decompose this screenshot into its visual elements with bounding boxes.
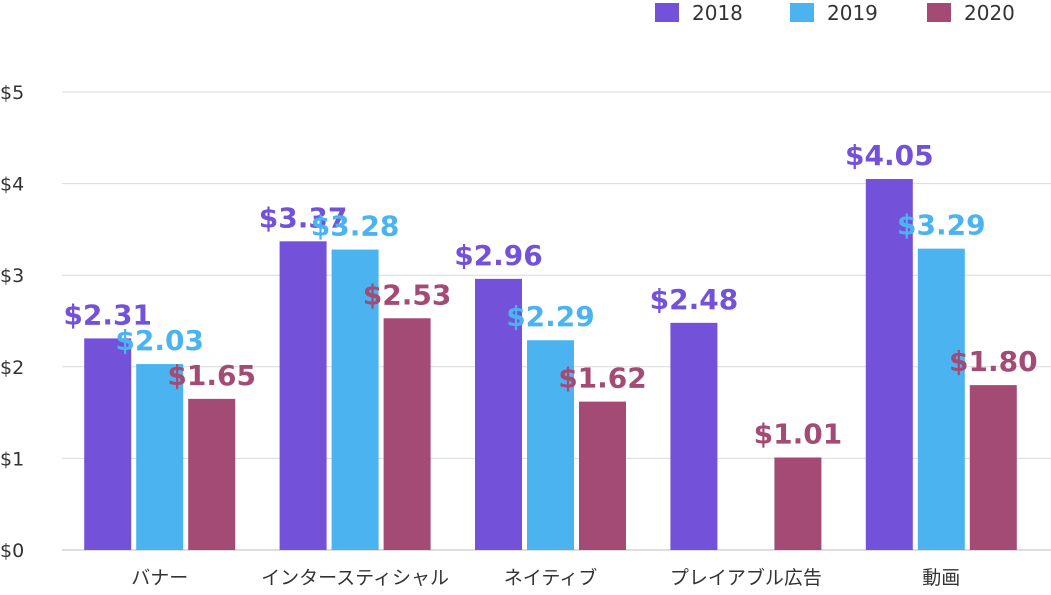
bar-2019-1[interactable] bbox=[331, 249, 379, 550]
data-label-2020-0: $1.65 bbox=[167, 359, 256, 392]
bar-2020-2[interactable] bbox=[579, 401, 626, 550]
data-label-2019-2: $2.29 bbox=[506, 300, 595, 333]
y-tick-label: $1 bbox=[0, 448, 24, 470]
bar-2018-3[interactable] bbox=[670, 322, 718, 550]
data-label-2018-2: $2.96 bbox=[454, 239, 543, 272]
legend-swatch-2020[interactable] bbox=[927, 3, 951, 22]
legend-label-2019[interactable]: 2019 bbox=[827, 1, 878, 25]
y-tick-label: $4 bbox=[0, 174, 24, 196]
data-label-2018-0: $2.31 bbox=[63, 298, 152, 331]
x-axis: バナー インタースティシャル ネイティブ プレイアブル広告 動画 bbox=[131, 566, 960, 589]
legend-label-2018[interactable]: 2018 bbox=[692, 1, 743, 25]
legend-swatch-2019[interactable] bbox=[790, 3, 814, 22]
bar-2020-4[interactable] bbox=[969, 385, 1017, 550]
legend-swatch-2018[interactable] bbox=[655, 3, 679, 22]
data-label-2019-1: $3.28 bbox=[311, 210, 400, 243]
data-label-2020-4: $1.80 bbox=[949, 345, 1038, 378]
x-tick-label: ネイティブ bbox=[504, 566, 597, 589]
bar-2018-1[interactable] bbox=[279, 241, 327, 551]
data-label-2018-1: $3.37 bbox=[259, 201, 348, 234]
bar-2020-1[interactable] bbox=[383, 318, 431, 550]
legend: 2018 2019 2020 bbox=[655, 1, 1015, 25]
data-label-2019-0: $2.03 bbox=[115, 324, 204, 357]
data-label-2018-4: $4.05 bbox=[845, 139, 934, 172]
bar-2018-0[interactable] bbox=[84, 338, 132, 550]
bars-layer bbox=[84, 179, 1017, 551]
data-label-2019-4: $3.29 bbox=[897, 209, 986, 242]
data-label-2020-1: $2.53 bbox=[363, 278, 452, 311]
x-tick-label: プレイアブル広告 bbox=[670, 566, 822, 589]
legend-label-2020[interactable]: 2020 bbox=[964, 1, 1015, 25]
bar-2020-0[interactable] bbox=[188, 398, 236, 550]
data-labels-layer: $2.31$2.03$1.65 $3.37$3.28 $2.53$2.96 $2.29… bbox=[63, 139, 1037, 450]
bar-2019-2[interactable] bbox=[527, 340, 574, 550]
x-tick-label: インタースティシャル bbox=[261, 567, 449, 589]
bar-2020-3[interactable] bbox=[774, 457, 822, 550]
data-label-2020-2: $1.62 bbox=[558, 362, 647, 395]
y-tick-label: $2 bbox=[0, 357, 24, 379]
x-tick-label: 動画 bbox=[922, 567, 960, 589]
bar-2019-0[interactable] bbox=[136, 364, 184, 550]
bar-2018-2[interactable] bbox=[475, 278, 522, 550]
data-label-2018-3: $2.48 bbox=[650, 283, 739, 316]
bar-2018-4[interactable] bbox=[865, 179, 913, 550]
bar-2019-4[interactable] bbox=[917, 248, 965, 551]
x-tick-label: バナー bbox=[131, 567, 188, 589]
y-tick-label: $5 bbox=[0, 82, 24, 104]
y-tick-label: $3 bbox=[0, 265, 24, 287]
data-label-2020-3: $1.01 bbox=[754, 417, 843, 450]
y-tick-label: $0 bbox=[0, 540, 24, 562]
